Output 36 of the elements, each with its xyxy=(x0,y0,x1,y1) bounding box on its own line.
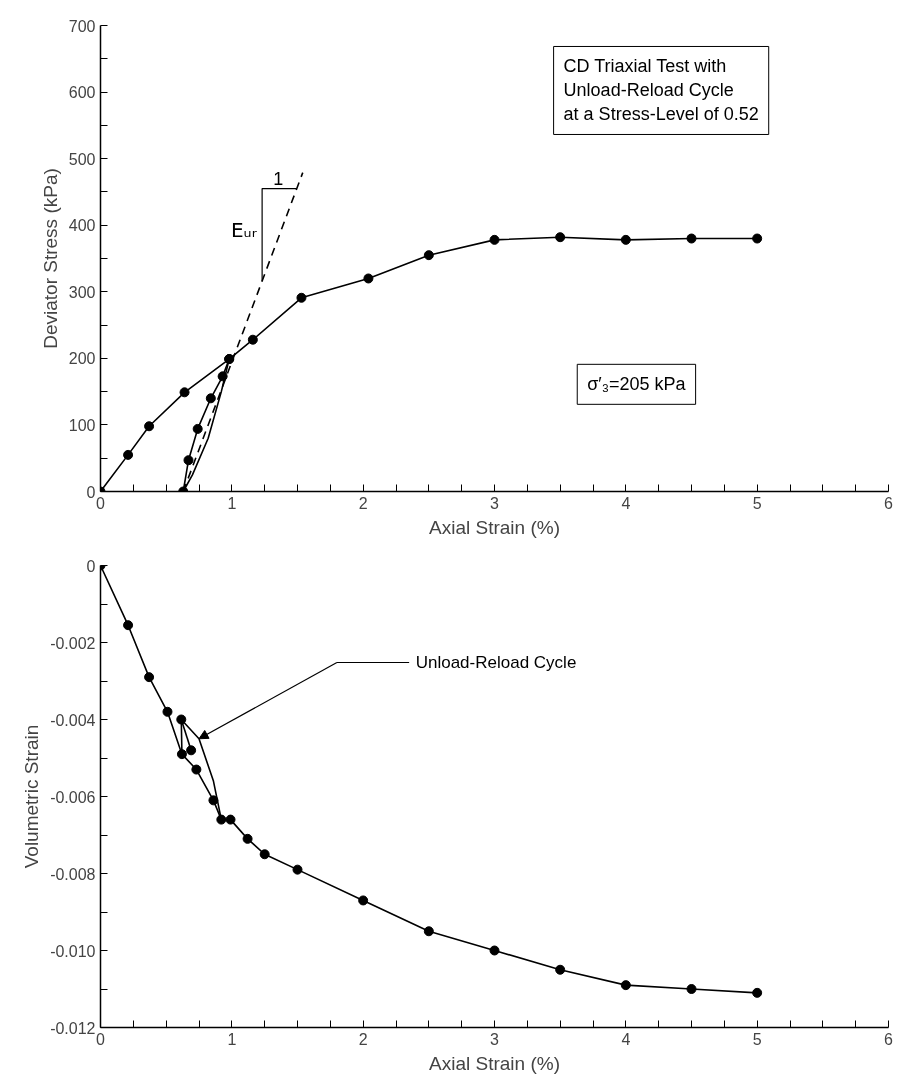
y-tick-label: -0.004 xyxy=(50,711,96,729)
y-tick-label: 0 xyxy=(86,557,96,575)
annotation: CD Triaxial Test with Unload-Reload Cycle at a Stress-Level of 0.52 xyxy=(563,56,759,125)
x-axis-title: Axial Strain (%) xyxy=(429,516,560,538)
y-tick-label: 600 xyxy=(68,84,96,102)
x-tick-label: 6 xyxy=(884,494,894,512)
y-tick-label: -0.008 xyxy=(50,865,96,883)
x-tick-label: 6 xyxy=(884,1030,894,1048)
x-tick-label: 1 xyxy=(227,494,237,512)
x-tick-label: 2 xyxy=(358,494,368,512)
annotation: Eᵤᵣ xyxy=(230,218,258,243)
y-tick-label: 300 xyxy=(68,283,96,301)
y-tick-label: -0.012 xyxy=(50,1019,96,1037)
x-tick-label: 4 xyxy=(621,1030,631,1048)
x-tick-label: 4 xyxy=(621,494,631,512)
annotation: Unload-Reload Cycle xyxy=(415,653,577,673)
x-axis-title: Axial Strain (%) xyxy=(429,1052,560,1074)
x-tick-label: 5 xyxy=(752,1030,762,1048)
y-axis-title: Deviator Stress (kPa) xyxy=(39,168,61,349)
y-tick-label: 200 xyxy=(68,350,96,368)
y-axis-title: Volumetric Strain xyxy=(21,724,43,869)
y-tick-label: 400 xyxy=(68,217,96,235)
x-tick-label: 3 xyxy=(490,494,500,512)
y-tick-label: -0.006 xyxy=(50,788,96,806)
y-tick-label: 100 xyxy=(68,416,96,434)
y-tick-label: -0.010 xyxy=(50,942,96,960)
x-tick-label: 3 xyxy=(490,1030,500,1048)
x-tick-label: 2 xyxy=(358,1030,368,1048)
y-tick-label: -0.002 xyxy=(50,634,96,652)
annotation: σ′₃=205 kPa xyxy=(587,374,687,395)
annotation: 1 xyxy=(273,168,284,189)
y-tick-label: 700 xyxy=(68,17,96,35)
y-tick-label: 500 xyxy=(68,150,96,168)
y-tick-label: 0 xyxy=(86,483,96,501)
x-tick-label: 1 xyxy=(227,1030,237,1048)
x-tick-label: 5 xyxy=(752,494,762,512)
